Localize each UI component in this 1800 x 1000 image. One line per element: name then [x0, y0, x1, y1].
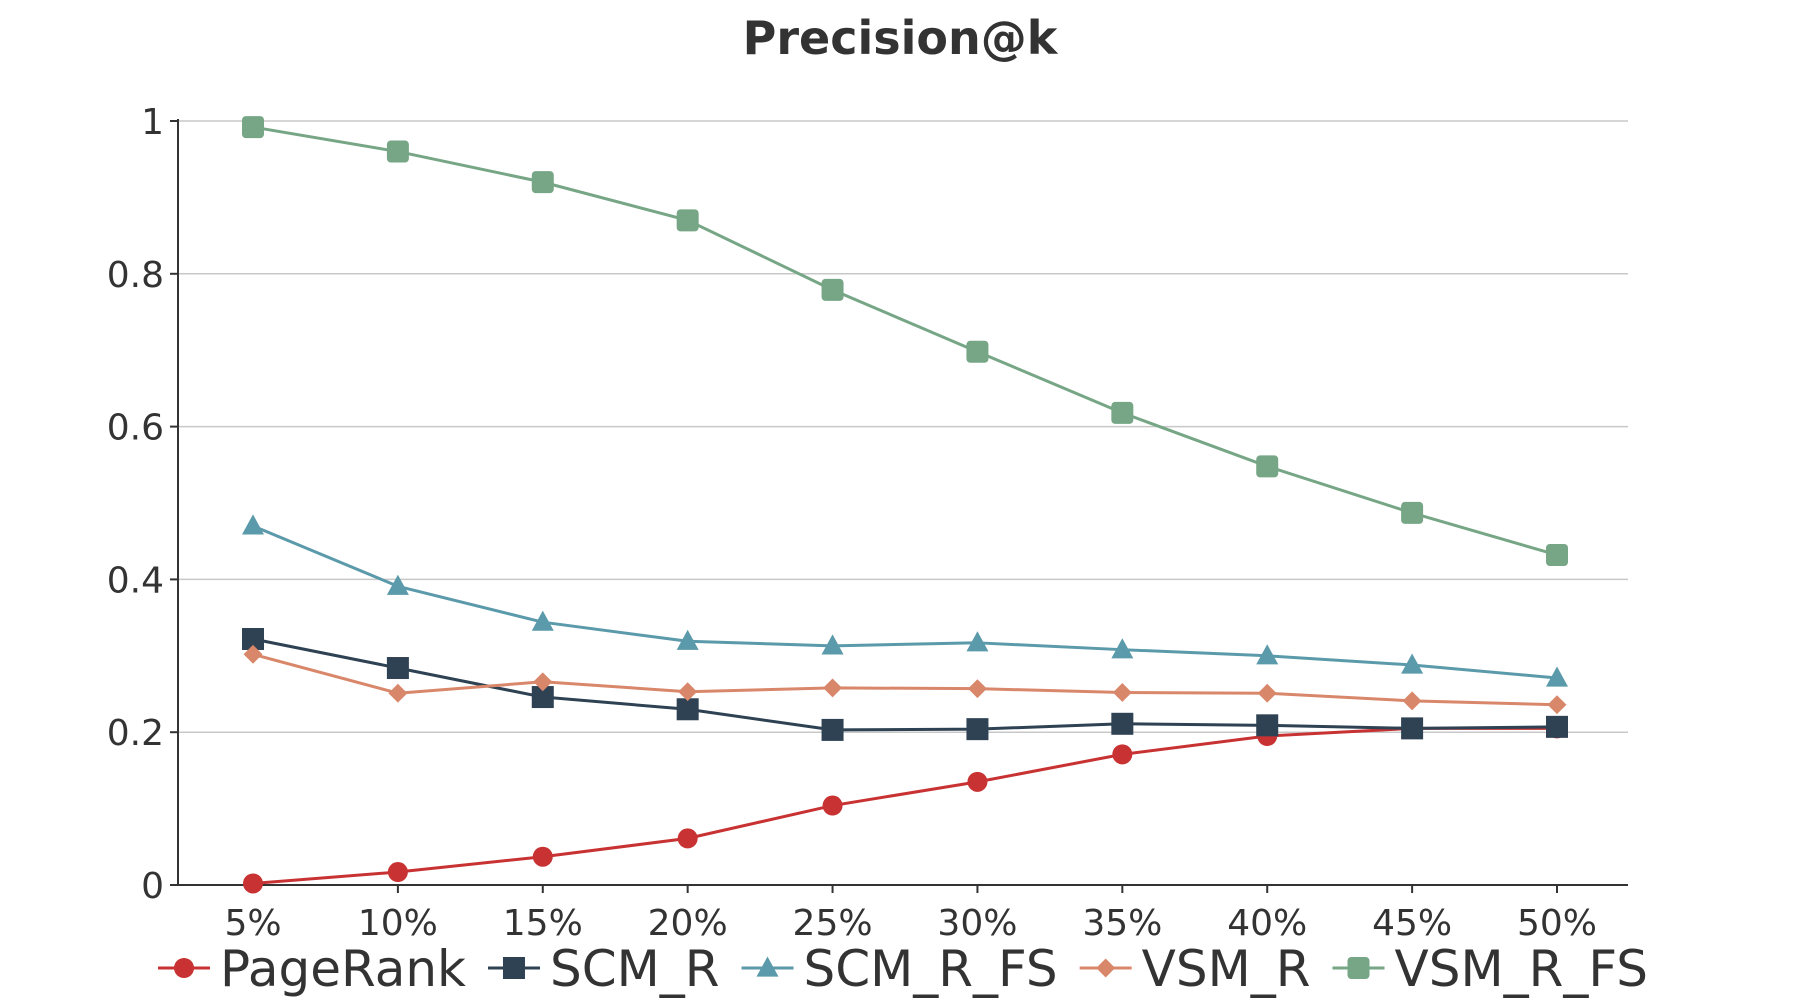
legend-label: SCM_R [550, 940, 720, 998]
data-point-vsm-r-fs [1546, 543, 1568, 566]
data-point-vsm-r-fs [1401, 501, 1424, 524]
data-point-vsm-r-fs [676, 209, 699, 232]
legend-item-vsm-r-fs: VSM_R_FS [1332, 940, 1648, 998]
legend-marker [756, 956, 779, 977]
legend-label: PageRank [220, 940, 466, 998]
y-tick-label: 0.8 [107, 255, 164, 296]
data-point-scm-r-fs [966, 631, 989, 652]
data-point-vsm-r-fs [1111, 401, 1134, 424]
x-tick-label: 30% [937, 903, 1017, 944]
data-point-scm-r [966, 718, 989, 741]
data-point-vsm-r [967, 679, 987, 699]
data-point-vsm-r [243, 644, 263, 664]
legend-marker [174, 958, 194, 978]
data-point-scm-r-fs [676, 629, 699, 650]
data-point-pagerank [967, 771, 988, 792]
data-point-scm-r-fs [1546, 666, 1568, 687]
data-point-vsm-r-fs [1256, 455, 1279, 478]
legend-label: SCM_R_FS [804, 940, 1058, 998]
data-point-pagerank [243, 873, 263, 894]
data-point-scm-r-fs [242, 514, 264, 535]
data-point-vsm-r [388, 683, 408, 703]
data-point-scm-r-fs [386, 574, 409, 595]
axes: 00.20.40.60.815% 10% 15% 20% 25% 30% 35% 40% 45%… [107, 102, 1628, 944]
y-tick-label: 1 [141, 102, 164, 143]
data-point-scm-r-fs [1111, 638, 1134, 659]
data-point-vsm-r-fs [386, 140, 409, 163]
data-point-vsm-r-fs [531, 171, 554, 194]
data-point-vsm-r-fs [821, 278, 844, 301]
data-point-vsm-r [1547, 695, 1567, 715]
data-point-vsm-r [823, 678, 843, 698]
legend-marker [1347, 957, 1370, 979]
x-tick-label: 50% [1517, 903, 1597, 944]
x-tick-label: 35% [1082, 903, 1162, 944]
legend-label: VSM_R [1142, 940, 1311, 998]
series-markers [242, 116, 1568, 894]
legend-item-scm-r-fs: SCM_R_FS [741, 940, 1058, 998]
data-point-vsm-r [1402, 691, 1422, 711]
data-point-pagerank [822, 795, 843, 816]
legend-marker [1096, 958, 1116, 978]
data-point-scm-r [242, 627, 264, 650]
data-point-vsm-r [678, 682, 698, 702]
legend-item-vsm-r: VSM_R [1079, 940, 1311, 998]
data-point-scm-r-fs [1401, 653, 1424, 674]
data-point-scm-r [1256, 714, 1279, 737]
legend-marker [502, 957, 525, 979]
series-line-scm-r-fs [252, 524, 1558, 680]
data-point-vsm-r-fs [242, 116, 264, 139]
y-tick-label: 0.2 [107, 713, 164, 754]
data-point-scm-r [1401, 717, 1424, 740]
data-point-vsm-r [533, 672, 553, 692]
series-line-vsm-r [252, 652, 1558, 707]
x-tick-label: 5% [224, 903, 281, 944]
series-line-vsm-r-fs [252, 125, 1558, 557]
data-point-pagerank [532, 846, 553, 867]
series-line-scm-r [252, 637, 1558, 732]
data-point-scm-r-fs [531, 610, 554, 631]
data-point-pagerank [387, 862, 408, 883]
x-tick-label: 45% [1372, 903, 1452, 944]
y-tick-label: 0.4 [107, 560, 164, 601]
data-point-pagerank [677, 828, 698, 849]
y-tick-label: 0.6 [107, 408, 164, 449]
legend-label: VSM_R_FS [1395, 940, 1648, 998]
chart-title: Precision@k [743, 11, 1059, 65]
x-tick-label: 20% [648, 903, 728, 944]
x-tick-label: 25% [793, 903, 873, 944]
data-point-scm-r-fs [1256, 644, 1279, 665]
data-point-vsm-r-fs [966, 340, 989, 363]
legend-item-scm-r: SCM_R [487, 940, 720, 998]
data-point-scm-r [676, 698, 699, 721]
data-point-scm-r [531, 686, 554, 709]
y-tick-label: 0 [141, 866, 164, 907]
data-point-vsm-r [1112, 683, 1132, 702]
series-lines [252, 125, 1558, 885]
legend: PageRank SCM_R SCM_R_FS VSM_R VSM_R_FS [158, 940, 1648, 998]
legend-item-pagerank: PageRank [158, 940, 466, 998]
x-tick-label: 40% [1227, 903, 1307, 944]
data-point-scm-r [1546, 715, 1568, 738]
gridlines [178, 120, 1628, 733]
data-point-pagerank [1112, 744, 1133, 765]
x-tick-label: 10% [358, 903, 438, 944]
x-tick-label: 15% [503, 903, 583, 944]
data-point-scm-r-fs [821, 634, 844, 655]
data-point-scm-r [1111, 712, 1134, 735]
series-line-pagerank [252, 726, 1557, 885]
data-point-scm-r [386, 657, 409, 680]
data-point-scm-r [821, 718, 844, 741]
data-point-vsm-r [1257, 683, 1277, 703]
